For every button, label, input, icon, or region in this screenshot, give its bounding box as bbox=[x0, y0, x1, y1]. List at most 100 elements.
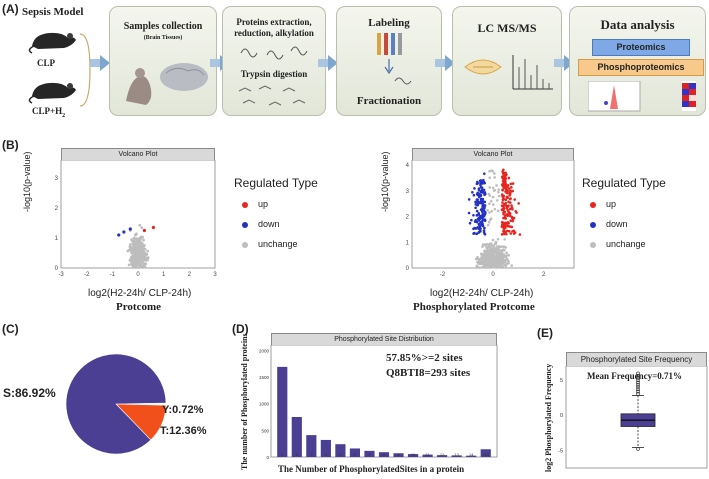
y-tick-label: 0 bbox=[560, 413, 563, 419]
panel-label-e: (E) bbox=[537, 326, 553, 340]
volcano-point bbox=[485, 258, 488, 261]
volcano-point bbox=[495, 260, 499, 264]
volcano-point-up bbox=[503, 225, 506, 228]
volcano-point bbox=[127, 248, 131, 252]
volcano-point bbox=[137, 263, 141, 267]
volcano-point-up bbox=[512, 232, 516, 235]
volcano-point bbox=[505, 251, 508, 255]
step-protein-extraction: Proteins extraction, reduction, alkylati… bbox=[222, 6, 326, 116]
volcano-point-down bbox=[479, 220, 482, 224]
volcano-point bbox=[478, 266, 481, 269]
flow-arrow-icon bbox=[435, 55, 455, 71]
volcano-point bbox=[144, 258, 148, 262]
panel-label-d: (D) bbox=[232, 322, 249, 336]
volcano-point bbox=[502, 254, 506, 258]
y-tick-label: 1 bbox=[55, 236, 59, 242]
x-tick-label: 6 bbox=[354, 452, 357, 457]
volcano-point-up bbox=[501, 198, 505, 202]
volcano-point bbox=[497, 188, 501, 191]
volcano-point bbox=[474, 257, 478, 261]
volcano-point bbox=[476, 265, 479, 269]
volcano-point-up bbox=[502, 206, 506, 210]
volcano-point-up bbox=[500, 204, 504, 207]
legend-dot-icon bbox=[590, 221, 596, 228]
volcano-point-up bbox=[502, 168, 505, 172]
volcano-point-up bbox=[509, 219, 513, 223]
volcano-point bbox=[506, 261, 510, 265]
volcano-point bbox=[135, 232, 138, 236]
volcano-point-down bbox=[482, 215, 485, 218]
volcano-point-up bbox=[510, 186, 513, 189]
volcano-point-down bbox=[483, 193, 486, 197]
volcano-point-down bbox=[482, 188, 486, 192]
sepsis-model-title: Sepsis Model bbox=[22, 6, 84, 18]
box-outlier bbox=[636, 387, 640, 392]
volcano-point-down bbox=[482, 230, 486, 234]
volcano-point bbox=[139, 247, 142, 251]
volcano-point bbox=[489, 199, 493, 203]
volcano-point-up bbox=[500, 220, 504, 224]
volcano-point bbox=[130, 239, 134, 243]
volcano-point-down bbox=[477, 216, 481, 220]
volcano-point-down bbox=[467, 211, 471, 215]
legend-dot-icon bbox=[242, 201, 248, 208]
volcano-point bbox=[488, 256, 491, 259]
volcano-point bbox=[496, 209, 500, 213]
volcano-point-up bbox=[509, 232, 513, 235]
volcano-point bbox=[136, 252, 140, 256]
panel-label-b: (B) bbox=[2, 138, 19, 152]
volcano-point-down bbox=[468, 221, 472, 225]
x-tick-label: 3 bbox=[213, 272, 217, 278]
bar-7 bbox=[364, 450, 375, 457]
volcano-point-down bbox=[122, 230, 126, 234]
volcano-right-ylabel: -log10(p-value) bbox=[380, 151, 390, 212]
legend-item-unchange: unchange bbox=[242, 239, 298, 249]
volcano-point bbox=[491, 244, 494, 247]
volcano-point bbox=[489, 261, 492, 265]
legend-title: Regulated Type bbox=[234, 176, 318, 190]
volcano-point bbox=[491, 186, 495, 190]
volcano-point-down bbox=[477, 187, 481, 191]
volcano-point-up bbox=[512, 216, 516, 220]
volcano-point-up bbox=[504, 198, 507, 202]
step-subtitle: Trypsin digestion bbox=[240, 69, 308, 79]
volcano-point-up bbox=[508, 214, 512, 218]
volcano-point-down bbox=[470, 218, 473, 222]
box-outlier bbox=[636, 373, 640, 378]
volcano-point bbox=[142, 238, 145, 242]
volcano-point-up bbox=[510, 206, 514, 209]
box-outlier bbox=[636, 391, 640, 396]
volcano-point-up bbox=[503, 214, 507, 218]
volcano-point bbox=[495, 266, 499, 269]
panel-label-c: (C) bbox=[2, 322, 19, 336]
y-tick-label: 3 bbox=[406, 189, 410, 195]
volcano-point-down bbox=[481, 222, 484, 226]
volcano-point bbox=[480, 262, 483, 266]
step-labeling: Labeling Fractionation bbox=[336, 6, 442, 116]
x-tick-label: 10 bbox=[411, 452, 416, 457]
legend-title: Regulated Type bbox=[582, 176, 666, 190]
volcano-point bbox=[132, 236, 136, 240]
box-plot: -5 0 5 bbox=[558, 366, 708, 469]
x-tick-label: 4 bbox=[325, 452, 328, 457]
volcano-point-up bbox=[502, 211, 505, 214]
volcano-point-up bbox=[503, 184, 506, 187]
volcano-point bbox=[490, 209, 494, 213]
legend-item-down: down bbox=[242, 219, 280, 229]
y-tick-label: 1500 bbox=[259, 375, 270, 380]
volcano-point-up bbox=[505, 232, 508, 236]
volcano-point-up bbox=[501, 201, 504, 204]
legend-item-unchange: unchange bbox=[590, 239, 646, 249]
proteomics-tag: Proteomics bbox=[592, 39, 690, 56]
bar-4 bbox=[320, 439, 331, 457]
volcano-point bbox=[141, 235, 144, 239]
flow-arrow-icon bbox=[90, 55, 110, 71]
volcano-point-down bbox=[481, 201, 485, 205]
y-tick-label: -5 bbox=[558, 448, 563, 454]
volcano-point-down bbox=[473, 226, 477, 230]
x-tick-label: >15 bbox=[482, 452, 490, 457]
x-tick-label: -2 bbox=[84, 272, 90, 278]
volcano-point-up bbox=[506, 209, 510, 212]
volcano-point bbox=[131, 263, 134, 267]
volcano-point bbox=[488, 258, 492, 262]
